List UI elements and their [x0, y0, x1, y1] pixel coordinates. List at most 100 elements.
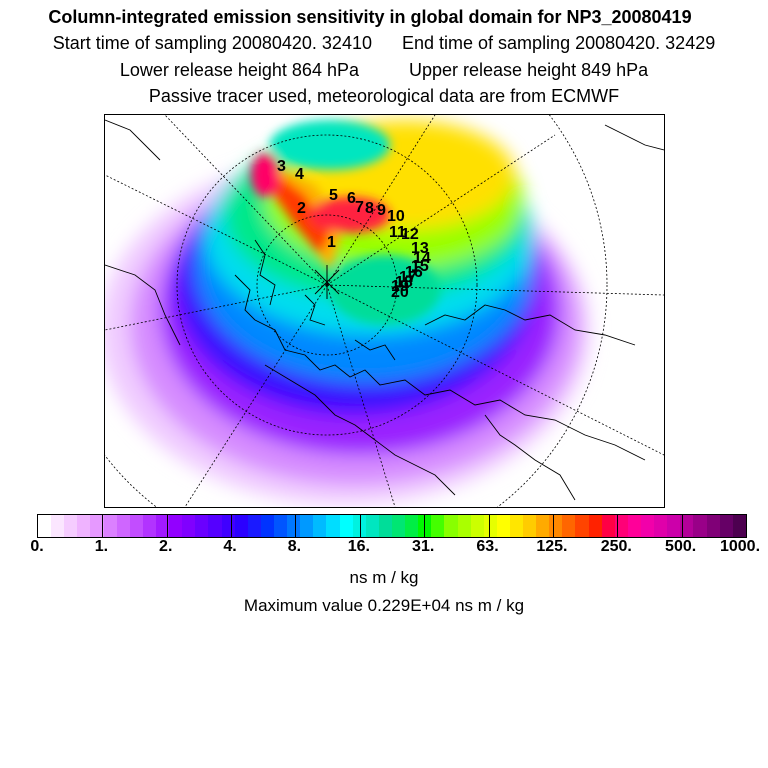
colorbar-swatch [431, 515, 445, 537]
colorbar-swatch [496, 515, 510, 537]
figure-title: Column-integrated emission sensitivity i… [48, 7, 692, 27]
colorbar-swatch [273, 515, 288, 537]
colorbar-tick-label: 1000. [719, 538, 761, 555]
colorbar-swatch [38, 515, 52, 537]
colorbar-swatch [719, 515, 733, 537]
colorbar-swatch [706, 515, 720, 537]
colorbar-swatch [470, 515, 484, 537]
trajectory-label: 10 [387, 208, 405, 225]
trajectory-label: 11 [389, 224, 406, 241]
colorbar-swatch [169, 515, 183, 537]
colorbar-swatch [116, 515, 130, 537]
colorbar-tick-label: 500. [665, 538, 697, 555]
colorbar-swatch [287, 515, 301, 537]
colorbar-swatch [457, 515, 471, 537]
colorbar-swatch [641, 515, 655, 537]
polar-map: 1 2 3 4 5 6 7 8 9 10 11 12 13 14 15 16 1… [104, 114, 665, 508]
maximum-value: Maximum value 0.229E+04 ns m / kg [243, 596, 525, 615]
release-height-line: Lower release height 864 hPa Upper relea… [0, 59, 768, 81]
sampling-time-line: Start time of sampling 20080420. 32410 E… [0, 32, 768, 54]
colorbar-swatch [234, 515, 248, 537]
trajectory-label: 1 [327, 234, 336, 251]
colorbar-swatch [483, 515, 497, 537]
colorbar-tick-label: 16. [347, 538, 370, 555]
colorbar-divider [552, 515, 554, 537]
colorbar-swatch [90, 515, 104, 537]
colorbar [37, 514, 747, 538]
colorbar-swatch [195, 515, 209, 537]
colorbar-swatch [155, 515, 170, 537]
emission-sensitivity-field [105, 120, 590, 505]
colorbar-tick-label: 250. [600, 538, 632, 555]
colorbar-divider [617, 515, 619, 537]
trajectory-label: 3 [277, 158, 286, 175]
colorbar-swatch [549, 515, 563, 537]
colorbar-swatch [680, 515, 694, 537]
colorbar-tick-label: 1. [94, 538, 109, 555]
colorbar-tick-label: 2. [159, 538, 173, 555]
trajectory-label: 12 [401, 226, 419, 243]
colorbar-swatch [405, 515, 419, 537]
colorbar-swatch [562, 515, 576, 537]
colorbar-swatch [77, 515, 91, 537]
trajectory-label: 2 [297, 200, 306, 217]
colorbar-swatch [339, 515, 353, 537]
colorbar-ticks: 0. 1. 2. 4. 8. 16. 31. 63. 125. 250. 500. 1000. [0, 538, 768, 558]
trajectory-label: 4 [295, 166, 304, 183]
lower-release-height: Lower release height 864 hPa [119, 60, 359, 80]
colorbar-unit: ns m / kg [349, 568, 419, 587]
colorbar-swatch [221, 515, 235, 537]
colorbar-swatch [444, 515, 458, 537]
colorbar-swatch [693, 515, 707, 537]
colorbar-divider [166, 515, 168, 537]
colorbar-swatch [365, 515, 379, 537]
colorbar-swatch [247, 515, 261, 537]
colorbar-swatch [182, 515, 196, 537]
upper-release-height: Upper release height 849 hPa [409, 60, 649, 80]
trajectory-label: 6 [347, 190, 356, 207]
colorbar-swatch [300, 515, 314, 537]
colorbar-swatch [627, 515, 642, 537]
colorbar-swatch [129, 515, 143, 537]
colorbar-swatch [378, 515, 392, 537]
start-time: Start time of sampling 20080420. 32410 [52, 33, 372, 53]
colorbar-swatch [313, 515, 327, 537]
colorbar-swatch [51, 515, 65, 537]
colorbar-swatch [601, 515, 615, 537]
tracer-note: Passive tracer used, meteorological data… [148, 86, 620, 106]
colorbar-swatch [654, 515, 668, 537]
trajectory-label: 18 [395, 274, 413, 291]
trajectory-label: 13 [411, 240, 429, 257]
colorbar-divider [488, 515, 490, 537]
colorbar-divider [424, 515, 426, 537]
trajectory-label: 17 [399, 269, 417, 286]
colorbar-swatch [588, 515, 602, 537]
colorbar-tick-label: 125. [536, 538, 568, 555]
colorbar-swatch [352, 515, 366, 537]
trajectory-label: 9 [377, 202, 386, 219]
colorbar-swatch [326, 515, 340, 537]
colorbar-tick-label: 4. [223, 538, 237, 555]
end-time: End time of sampling 20080420. 32429 [402, 33, 716, 53]
colorbar-swatch [509, 515, 524, 537]
trajectory-label: 16 [405, 264, 423, 281]
colorbar-divider [231, 515, 233, 537]
colorbar-divider [681, 515, 683, 537]
colorbar-tick-label: 0. [30, 538, 44, 555]
trajectory-label: 5 [329, 187, 338, 204]
graticule [105, 115, 664, 507]
colorbar-swatch [536, 515, 550, 537]
colorbar-swatch [208, 515, 222, 537]
colorbar-divider [359, 515, 361, 537]
trajectory-label: 15 [411, 258, 429, 275]
colorbar-swatch [523, 515, 537, 537]
colorbar-swatch [103, 515, 117, 537]
colorbar-swatch [391, 515, 406, 537]
release-point-marker [314, 265, 340, 299]
colorbar-swatch [64, 515, 78, 537]
colorbar-tick-label: 63. [476, 538, 499, 555]
trajectory-label: 20 [391, 284, 409, 301]
colorbar-divider [295, 515, 297, 537]
trajectory-label: 19 [391, 278, 409, 295]
colorbar-swatch [575, 515, 589, 537]
